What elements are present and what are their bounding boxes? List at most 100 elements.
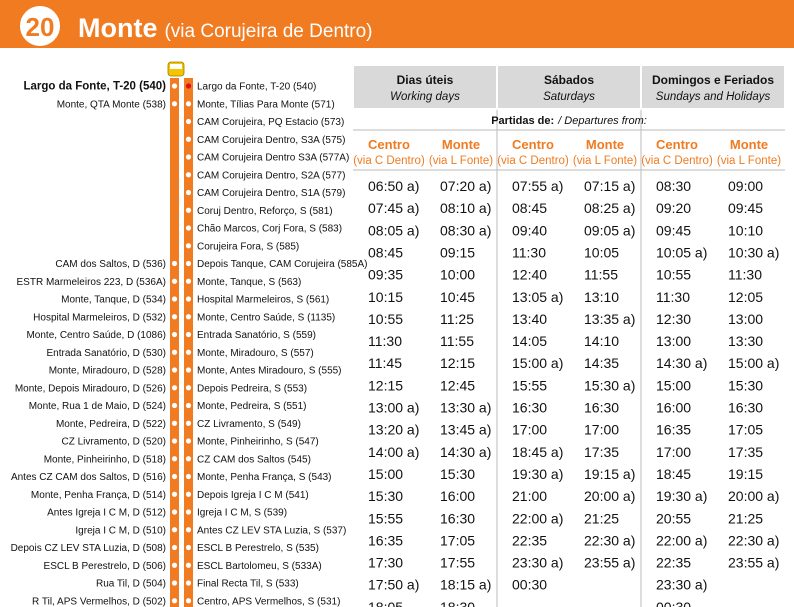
stop-dot — [171, 101, 178, 107]
stop-left: Monte, Pinheirinho, D (518) — [44, 454, 166, 465]
group-header-bg — [642, 66, 784, 108]
departure-time: 08:30 a) — [440, 222, 491, 238]
departure-time: 11:45 — [368, 355, 402, 371]
stop-right: Monte, Penha França, S (543) — [197, 472, 332, 483]
stop-dot — [185, 260, 192, 267]
stop-dot — [185, 544, 192, 551]
departure-time: 14:00 a) — [368, 444, 419, 460]
stop-right: Monte, Tanque, S (563) — [197, 277, 301, 288]
departure-time: 22:30 a) — [728, 532, 779, 548]
departure-time: 16:00 — [440, 488, 475, 504]
departure-time: 08:45 — [512, 200, 547, 216]
stop-dot — [171, 367, 178, 373]
stop-right: CAM Corujeira Dentro, S3A (575) — [197, 135, 345, 146]
stop-dot — [171, 296, 178, 302]
departure-time: 20:00 a) — [584, 488, 635, 504]
stop-dot — [185, 136, 192, 142]
column-name: Monte — [442, 137, 480, 152]
departure-time: 08:45 — [368, 244, 403, 260]
departure-time: 17:05 — [728, 422, 763, 438]
stop-dot — [185, 243, 192, 249]
stop-left: Antes Igreja I C M, D (512) — [47, 508, 166, 519]
departure-time: 09:05 a) — [584, 222, 635, 238]
stop-dot — [171, 527, 178, 533]
departure-time: 07:20 a) — [440, 178, 491, 194]
departure-time: 21:25 — [584, 510, 619, 526]
stop-right: CAM Corujeira, PQ Estacio (573) — [197, 117, 344, 128]
group-name-en: Working days — [390, 91, 460, 103]
stop-dot — [171, 278, 178, 284]
departure-time: 13:00 a) — [368, 400, 419, 416]
stop-right: CAM Corujeira Dentro, S2A (577) — [197, 170, 345, 181]
departure-time: 06:50 a) — [368, 178, 419, 194]
departure-time: 13:35 a) — [584, 311, 635, 327]
stop-dot — [185, 456, 192, 462]
stop-dot — [185, 473, 192, 480]
departure-time: 15:30 — [440, 466, 475, 482]
stop-dot — [185, 562, 192, 568]
departure-time: 18:45 a) — [512, 444, 563, 460]
departures-pt: Partidas de: — [491, 115, 554, 127]
departure-time: 22:35 — [656, 555, 691, 571]
group-name: Dias úteis — [397, 73, 454, 87]
stop-dot — [171, 314, 178, 320]
route-title: Monte (via Corujeira de Dentro) — [78, 13, 373, 43]
stop-left: CZ Livramento, D (520) — [62, 437, 166, 448]
column-via: (via L Fonte) — [717, 155, 781, 167]
departure-time: 16:35 — [368, 532, 403, 548]
stop-dot — [185, 296, 192, 302]
departure-time: 10:10 — [728, 222, 763, 238]
departure-time: 14:30 a) — [656, 355, 707, 371]
departure-time: 18:05 — [368, 599, 403, 607]
stop-dot — [185, 367, 192, 373]
stop-left: Rua Til, D (504) — [96, 579, 166, 590]
group-name: Domingos e Feriados — [652, 73, 774, 87]
stop-left: R Til, APS Vermelhos, D (502) — [32, 596, 166, 607]
stop-left: Monte, Penha França, D (514) — [31, 490, 166, 501]
departure-time: 16:30 — [512, 400, 547, 416]
stop-left: CAM dos Saltos, D (536) — [55, 259, 166, 270]
stop-right: Monte, Pinheirinho, S (547) — [197, 437, 319, 448]
departure-time: 08:05 a) — [368, 222, 419, 238]
departure-time: 11:55 — [584, 267, 618, 283]
column-via: (via L Fonte) — [573, 155, 637, 167]
stop-dot — [185, 189, 192, 196]
stop-dot — [185, 331, 192, 338]
stop-right: CZ CAM dos Saltos (545) — [197, 454, 311, 465]
departure-time: 08:10 a) — [440, 200, 491, 216]
departure-time: 15:00 — [368, 466, 403, 482]
departure-time: 15:00 a) — [512, 355, 563, 371]
stop-dot — [171, 385, 178, 391]
stop-dot — [185, 580, 192, 586]
departure-time: 11:30 — [656, 289, 690, 305]
stop-left: ESTR Marmeleiros 223, D (536A) — [17, 277, 167, 288]
stop-dot — [185, 349, 192, 355]
stop-dot — [171, 544, 178, 551]
stop-dot — [185, 491, 192, 497]
departure-time: 10:15 — [368, 289, 403, 305]
stop-left: Igreja I C M, D (510) — [75, 525, 166, 536]
departure-time: 12:30 — [656, 311, 691, 327]
column-name: Centro — [512, 137, 554, 152]
departure-time: 14:30 a) — [440, 444, 491, 460]
departure-time: 00:30 — [512, 577, 547, 593]
departure-time: 21:00 — [512, 488, 547, 504]
departure-time: 13:40 — [512, 311, 547, 327]
departure-time: 23:30 a) — [512, 555, 563, 571]
departure-time: 15:55 — [512, 377, 547, 393]
departure-time: 21:25 — [728, 510, 763, 526]
departure-time: 10:00 — [440, 267, 475, 283]
departure-time: 10:45 — [440, 289, 475, 305]
departure-time: 09:15 — [440, 244, 475, 260]
stop-right: Coruj Dentro, Reforço, S (581) — [197, 206, 333, 217]
stop-right: Centro, APS Vermelhos, S (531) — [197, 596, 340, 607]
departure-time: 14:05 — [512, 333, 547, 349]
stop-left: Monte, Pedreira, D (522) — [56, 419, 166, 430]
departure-time: 16:30 — [584, 400, 619, 416]
stop-right: Monte, Tílias Para Monte (571) — [197, 99, 335, 110]
stop-right: Monte, Pedreira, S (551) — [197, 401, 307, 412]
departure-time: 11:25 — [440, 311, 474, 327]
stop-left: Monte, Rua 1 de Maio, D (524) — [29, 401, 166, 412]
departure-time: 13:30 a) — [440, 400, 491, 416]
